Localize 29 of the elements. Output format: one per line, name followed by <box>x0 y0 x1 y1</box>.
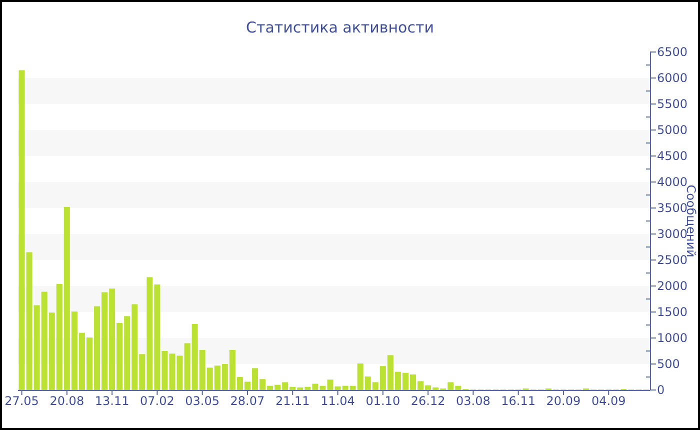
y-tick-label: 5000 <box>657 123 688 138</box>
y-tick-label: 5500 <box>657 97 688 112</box>
y-tick-label: 6000 <box>657 71 688 86</box>
x-tick-label: 20.08 <box>50 394 84 408</box>
x-tick-label: 01.10 <box>366 394 400 408</box>
y-tick-label: 1500 <box>657 305 688 320</box>
y-tick-label: 6500 <box>657 45 688 60</box>
x-tick-label: 04.09 <box>591 394 626 408</box>
x-tick-label: 26.12 <box>410 394 446 408</box>
x-tick-label: 16.11 <box>501 394 536 408</box>
x-tick-label: 28.07 <box>230 394 265 408</box>
y-tick-label: 0 <box>657 383 665 398</box>
x-tick-label: 03.08 <box>456 394 490 408</box>
x-tick-label: 20.09 <box>546 394 581 408</box>
x-tick-label: 13.11 <box>94 394 130 408</box>
y-tick-label: 2000 <box>657 279 688 294</box>
x-tick-label: 07.02 <box>140 394 174 408</box>
y-tick-label: 4500 <box>657 149 688 164</box>
y-tick-label: 3500 <box>657 201 688 216</box>
y-tick-label: 500 <box>657 357 680 372</box>
x-tick-label: 27.05 <box>4 394 39 408</box>
x-tick-label: 03.05 <box>185 394 220 408</box>
y-tick-label: 3000 <box>657 227 688 242</box>
x-tick-label: 21.11 <box>275 394 310 408</box>
y-tick-label: 4000 <box>657 175 688 190</box>
chart-title: Статистика активности <box>246 18 434 36</box>
y-tick-label: 2500 <box>657 253 688 268</box>
y-tick-label: 1000 <box>657 331 688 346</box>
x-tick-label: 11.04 <box>320 394 355 408</box>
